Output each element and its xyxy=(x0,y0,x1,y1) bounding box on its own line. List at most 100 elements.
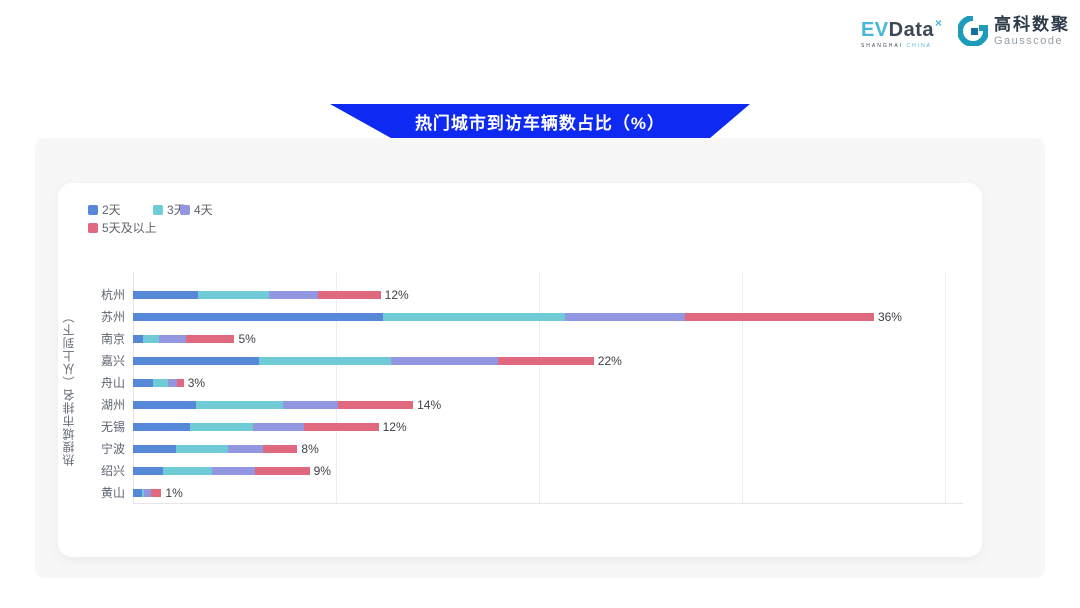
stacked-bar xyxy=(133,335,235,343)
bar-segment-3天[interactable] xyxy=(382,313,566,321)
table-row: 宁波 8% xyxy=(101,438,945,460)
legend-label: 2天 xyxy=(102,203,121,217)
bar-segment-2天[interactable] xyxy=(133,379,154,387)
chart-title: 热门城市到访车辆数占比（%） xyxy=(414,113,666,133)
stacked-bar xyxy=(133,357,594,365)
stacked-bar xyxy=(133,313,874,321)
evdata-logo-x-icon: × xyxy=(934,16,942,30)
legend-swatch xyxy=(180,204,190,215)
city-label: 南京 xyxy=(100,332,125,346)
x-gridline xyxy=(945,272,946,504)
bar-segment-2天[interactable] xyxy=(133,291,198,299)
header-logos: EV Data × SHANGHAI CHINA 高科数聚 Gausscode xyxy=(861,15,1070,49)
legend-label: 4天 xyxy=(194,203,213,217)
bar-segment-4天[interactable] xyxy=(167,379,177,387)
bar-total-label: 8% xyxy=(301,442,319,456)
bar-segment-3天[interactable] xyxy=(197,291,269,299)
bar-segment-2天[interactable] xyxy=(133,313,383,321)
city-label: 宁波 xyxy=(100,442,125,456)
bar-total-label: 1% xyxy=(165,486,183,500)
stacked-bar xyxy=(133,489,162,497)
city-label: 舟山 xyxy=(100,376,125,390)
city-label: 黄山 xyxy=(100,486,125,500)
city-label: 嘉兴 xyxy=(100,354,125,368)
bar-segment-4天[interactable] xyxy=(144,489,152,497)
legend-swatch xyxy=(88,204,98,215)
gausscode-mark-icon xyxy=(958,16,988,47)
bar-segment-5天及以上[interactable] xyxy=(303,423,379,431)
bar-segment-4天[interactable] xyxy=(159,335,186,343)
bar-segment-4天[interactable] xyxy=(269,291,318,299)
bar-segment-3天[interactable] xyxy=(143,335,160,343)
bar-segment-3天[interactable] xyxy=(258,357,391,365)
table-row: 无锡 12% xyxy=(101,416,945,438)
bar-segment-5天及以上[interactable] xyxy=(338,401,414,409)
stacked-bar xyxy=(133,445,298,453)
bar-segment-5天及以上[interactable] xyxy=(151,489,162,497)
bar-segment-4天[interactable] xyxy=(228,445,263,453)
bar-segment-5天及以上[interactable] xyxy=(498,357,594,365)
table-row: 绍兴 9% xyxy=(101,460,945,482)
bar-rows: 杭州 12% 苏州 36% 南京 5% 嘉兴 22% 舟山 3% 湖州 14% 无锡 12% 宁波 8% 绍兴 9… xyxy=(101,284,945,504)
stacked-bar xyxy=(133,401,414,409)
bar-segment-3天[interactable] xyxy=(175,445,229,453)
legend-item-2天[interactable]: 2天 xyxy=(88,201,121,218)
table-row: 嘉兴 22% xyxy=(101,350,945,372)
bar-segment-4天[interactable] xyxy=(565,313,686,321)
bar-segment-2天[interactable] xyxy=(133,423,190,431)
bar-segment-2天[interactable] xyxy=(133,445,176,453)
table-row: 苏州 36% xyxy=(101,306,945,328)
bar-segment-3天[interactable] xyxy=(153,379,168,387)
bar-segment-5天及以上[interactable] xyxy=(185,335,235,343)
evdata-sub-blue: CHINA xyxy=(906,43,933,49)
x-gridline xyxy=(742,272,743,504)
bar-segment-5天及以上[interactable] xyxy=(262,445,298,453)
legend-swatch xyxy=(88,222,98,233)
bar-segment-4天[interactable] xyxy=(390,357,499,365)
city-label: 无锡 xyxy=(100,420,125,434)
stacked-bar xyxy=(133,291,381,299)
bar-total-label: 12% xyxy=(384,288,409,302)
bar-total-label: 36% xyxy=(877,310,902,324)
gausscode-en-label: Gausscode xyxy=(994,34,1064,47)
city-label: 湖州 xyxy=(100,398,125,412)
evdata-wordmark: EV Data × xyxy=(861,16,942,40)
legend-item-4天[interactable]: 4天 xyxy=(180,201,213,218)
bar-segment-5天及以上[interactable] xyxy=(254,467,310,475)
legend-item-5天及以上[interactable]: 5天及以上 xyxy=(88,219,157,236)
legend-label: 5天及以上 xyxy=(102,221,157,235)
city-label: 杭州 xyxy=(100,288,125,302)
bar-segment-4天[interactable] xyxy=(212,467,255,475)
table-row: 南京 5% xyxy=(101,328,945,350)
x-gridline xyxy=(336,272,337,504)
bar-segment-3天[interactable] xyxy=(142,489,145,497)
bar-segment-2天[interactable] xyxy=(133,335,144,343)
stacked-bar xyxy=(133,467,310,475)
bar-segment-5天及以上[interactable] xyxy=(176,379,184,387)
chart-legend: 2天 3天 4天 5天及以上 xyxy=(88,201,328,241)
chart-panel: 2天 3天 4天 5天及以上 热搜城市排名（从上到下） 杭州 12% 苏州 36% 南京 5% 嘉… xyxy=(35,138,1045,578)
x-gridline xyxy=(539,272,540,504)
evdata-logo: EV Data × SHANGHAI CHINA xyxy=(861,16,942,49)
bar-segment-4天[interactable] xyxy=(252,423,304,431)
bar-total-label: 22% xyxy=(597,354,622,368)
bar-segment-2天[interactable] xyxy=(133,489,143,497)
stacked-bar xyxy=(133,423,379,431)
bar-segment-3天[interactable] xyxy=(195,401,284,409)
bar-segment-2天[interactable] xyxy=(133,401,196,409)
bar-segment-3天[interactable] xyxy=(189,423,253,431)
bar-total-label: 9% xyxy=(313,464,331,478)
bar-segment-4天[interactable] xyxy=(283,401,338,409)
bar-segment-2天[interactable] xyxy=(133,357,259,365)
bar-segment-5天及以上[interactable] xyxy=(685,313,874,321)
bar-total-label: 12% xyxy=(382,420,407,434)
evdata-sub-dark: SHANGHAI xyxy=(860,43,904,49)
table-row: 黄山 1% xyxy=(101,482,945,504)
y-axis-line xyxy=(133,272,134,504)
bar-segment-3天[interactable] xyxy=(163,467,213,475)
city-label: 苏州 xyxy=(100,310,125,324)
bar-segment-2天[interactable] xyxy=(133,467,164,475)
bar-segment-5天及以上[interactable] xyxy=(317,291,381,299)
city-label: 绍兴 xyxy=(100,464,125,478)
